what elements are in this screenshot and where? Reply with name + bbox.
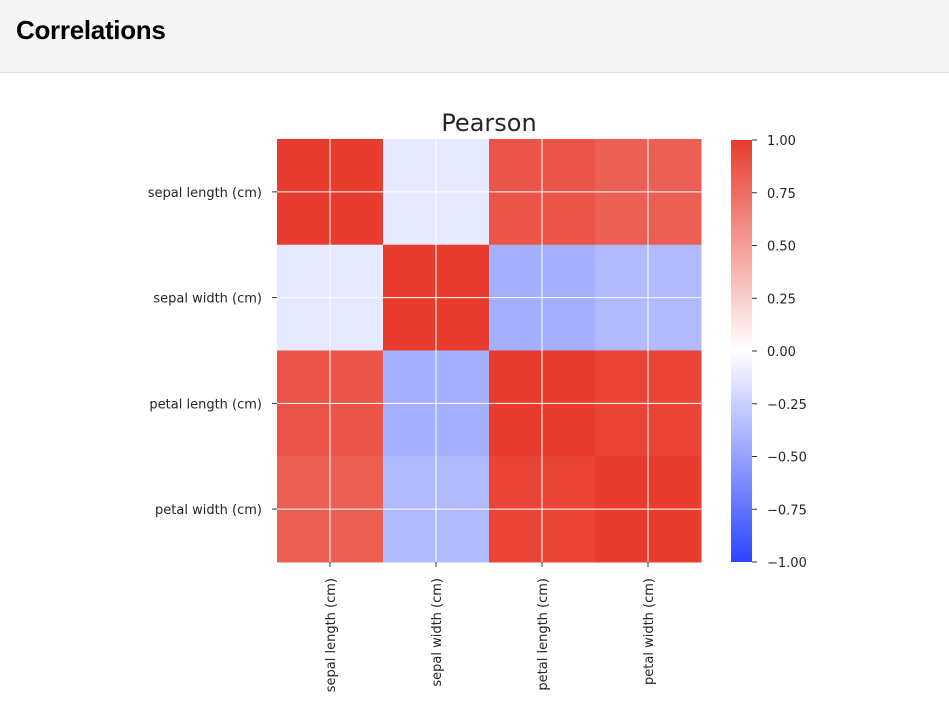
page-title: Correlations [16, 15, 166, 45]
colorbar-tick-label: 0.25 [767, 292, 796, 307]
x-tick-label: sepal width (cm) [430, 578, 445, 687]
y-axis: sepal length (cm) sepal width (cm) petal l… [148, 186, 277, 518]
colorbar-tick-label: −0.50 [767, 451, 807, 466]
x-tick-label: sepal length (cm) [324, 578, 339, 692]
colorbar-tick-label: 1.00 [767, 134, 796, 149]
colorbar-tick-label: 0.50 [767, 240, 796, 255]
y-tick-label: sepal width (cm) [153, 292, 262, 307]
colorbar-tick-label: −1.00 [767, 556, 807, 571]
y-tick-label: sepal length (cm) [148, 186, 262, 201]
x-axis: sepal length (cm) sepal width (cm) petal l… [324, 562, 657, 692]
page-header: Correlations [0, 0, 949, 73]
colorbar-tick-label: 0.00 [767, 345, 796, 360]
x-tick-label: petal length (cm) [536, 578, 551, 691]
colorbar-tick-label: −0.25 [767, 398, 807, 413]
x-tick-label: petal width (cm) [642, 578, 657, 685]
colorbar-gradient [731, 140, 752, 562]
y-tick-label: petal length (cm) [149, 397, 262, 412]
heatmap-gridlines [277, 139, 701, 562]
y-tick-label: petal width (cm) [155, 503, 262, 518]
colorbar: 1.00 0.75 0.50 0.25 0.00 −0.25 −0.50 −0.75 −1.00 [731, 134, 807, 571]
heatmap-cells [277, 139, 702, 563]
colorbar-tick-label: −0.75 [767, 503, 807, 518]
colorbar-tick-label: 0.75 [767, 187, 796, 202]
chart-title: Pearson [441, 109, 536, 137]
